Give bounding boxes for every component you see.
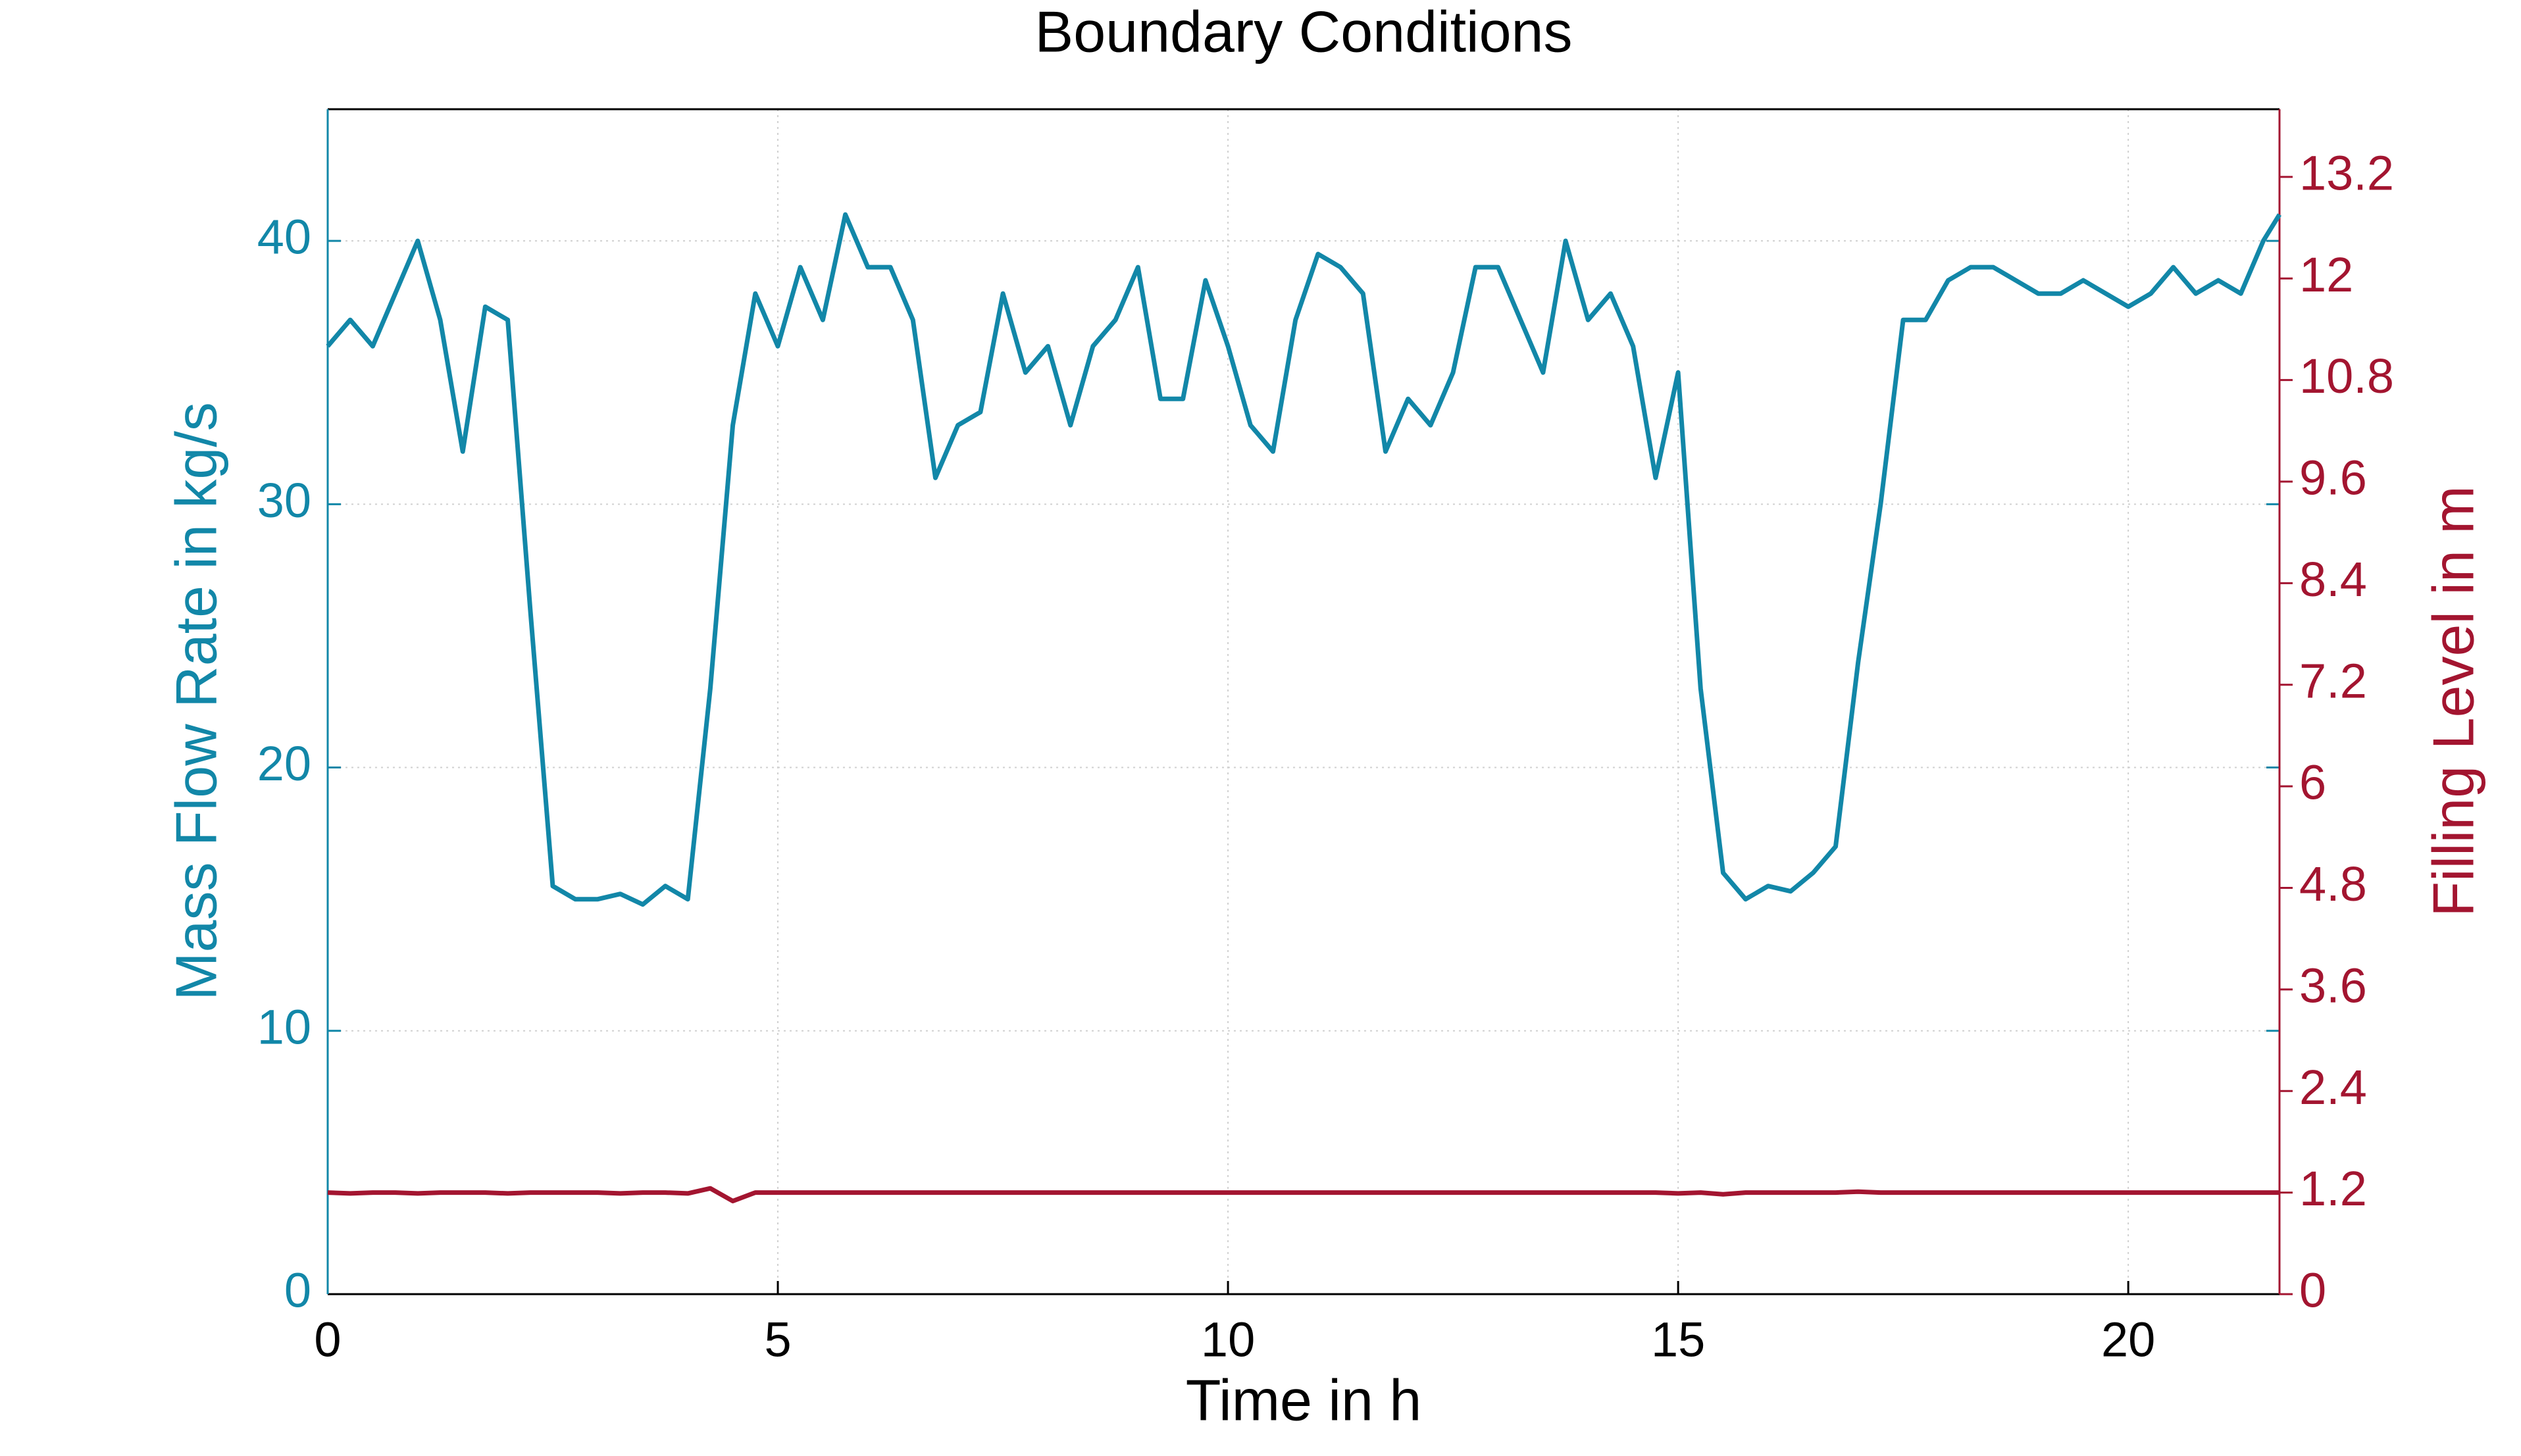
x-tick-label: 15 (1651, 1313, 1705, 1367)
x-tick-label: 5 (764, 1313, 791, 1367)
x-tick-label: 0 (314, 1313, 341, 1367)
y2-tick-label: 7.2 (2299, 653, 2367, 708)
data-line (327, 1186, 2279, 1203)
y2-tick-label: 12 (2299, 247, 2353, 302)
y-tick-label: 20 (257, 736, 311, 791)
y2-tick-label: 2.4 (2299, 1060, 2367, 1115)
data-line (326, 212, 2281, 907)
y-tick-label: 0 (284, 1263, 311, 1318)
y2-tick-label: 0 (2299, 1263, 2326, 1318)
y-tick-label: 10 (257, 999, 311, 1054)
y2-tick-label: 3.6 (2299, 958, 2367, 1013)
y2-axis-label: Filling Level in m (2420, 486, 2485, 916)
chart-title: Boundary Conditions (1035, 0, 1573, 64)
y-tick-label: 40 (257, 210, 311, 264)
x-tick-label: 20 (2101, 1313, 2155, 1367)
y-tick-label: 30 (257, 473, 311, 528)
y2-tick-label: 4.8 (2299, 857, 2367, 911)
y2-tick-label: 13.2 (2299, 145, 2394, 200)
y2-tick-label: 6 (2299, 755, 2326, 810)
y-axis-label: Mass Flow Rate in kg/s (163, 402, 228, 1001)
x-tick-label: 10 (1201, 1313, 1255, 1367)
x-axis-label: Time in h (1186, 1367, 1422, 1432)
y2-tick-label: 1.2 (2299, 1161, 2367, 1216)
y2-tick-label: 8.4 (2299, 552, 2367, 607)
y2-tick-label: 10.8 (2299, 349, 2394, 403)
y2-tick-label: 9.6 (2299, 451, 2367, 505)
